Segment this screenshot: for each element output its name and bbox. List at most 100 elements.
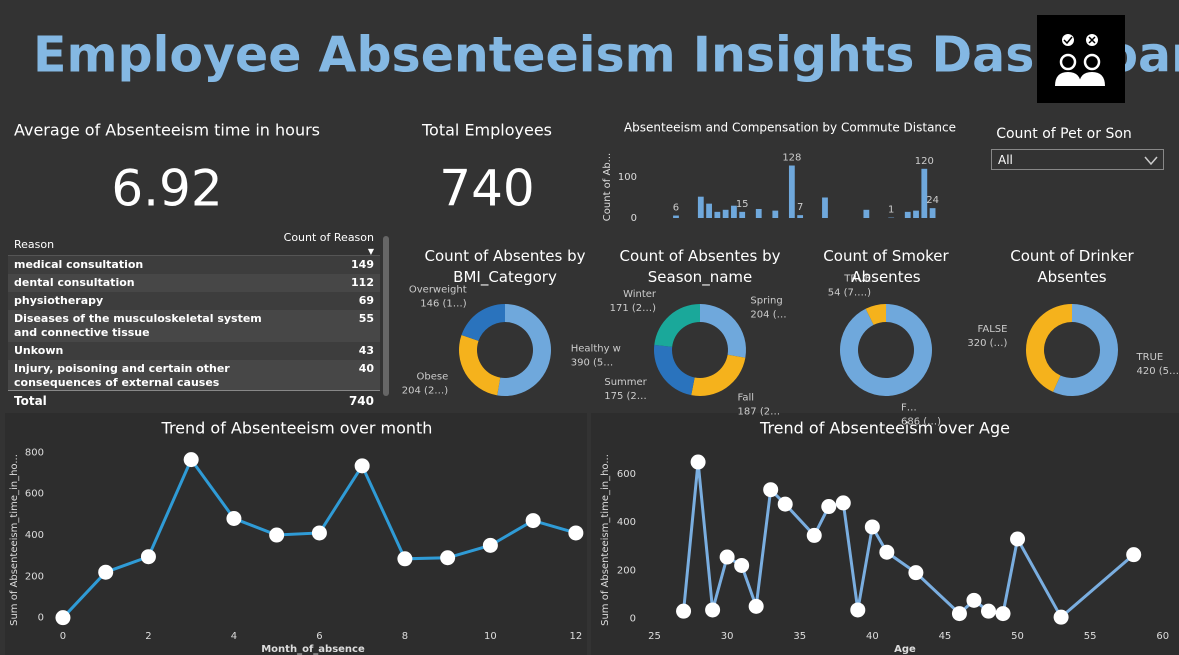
- x-tick-label: 50: [1011, 631, 1024, 642]
- bar: [904, 211, 911, 218]
- donut-slice: [497, 303, 551, 396]
- bar: [722, 209, 729, 218]
- y-tick-label: 0: [630, 613, 636, 624]
- marker: [763, 482, 779, 498]
- slice-category: Spring: [750, 295, 782, 306]
- chart-title: Count of Absentes by BMI_Category: [424, 247, 586, 286]
- x-tick-label: 0: [60, 631, 66, 642]
- marker: [1126, 547, 1142, 563]
- bar: [739, 211, 746, 218]
- panel: [591, 413, 1179, 655]
- chevron: [1144, 156, 1158, 166]
- marker: [183, 452, 199, 468]
- marker: [311, 525, 327, 541]
- slice-label: 390 (5…: [571, 358, 614, 369]
- scrollbar: [383, 236, 389, 396]
- bar: [797, 215, 804, 218]
- cell: 40: [358, 362, 374, 375]
- marker: [995, 606, 1011, 622]
- y-tick-label: 600: [25, 489, 44, 500]
- cell: 55: [358, 312, 374, 325]
- donut-slice: [461, 304, 505, 341]
- table-row: Unkown 43: [8, 342, 380, 360]
- table-row: Diseases of the musculoskeletal system a…: [8, 310, 380, 342]
- bar: [772, 210, 779, 218]
- marker: [806, 527, 822, 543]
- chart-title: Count of Absentes by Season_name: [619, 247, 781, 286]
- slice-label: 320 (…): [967, 338, 1007, 349]
- marker: [748, 598, 764, 614]
- column-header[interactable]: Count of Reason ▼: [283, 231, 374, 256]
- chart-title: Trend of Absenteeism over Age: [759, 419, 1010, 438]
- slicer-label: Count of Pet or Son: [996, 126, 1132, 142]
- slice-category: TRUE: [843, 274, 871, 285]
- cell: medical consultation: [14, 258, 144, 271]
- data-label: 7: [797, 202, 803, 213]
- table-total: Total 740: [8, 390, 380, 411]
- slice-label: 175 (2…: [604, 391, 647, 402]
- table-row: Injury, poisoning and certain other cons…: [8, 360, 380, 390]
- chart-title: Absenteeism and Compensation by Commute …: [624, 121, 956, 135]
- bar: [921, 168, 928, 218]
- cell: Injury, poisoning and certain other cons…: [14, 362, 230, 389]
- marker: [821, 499, 837, 515]
- slice-category: FALSE: [978, 324, 1008, 335]
- marker: [525, 513, 541, 529]
- donut-slice: [700, 303, 746, 358]
- y-tick-label: 0: [38, 613, 44, 624]
- marker: [354, 458, 370, 474]
- marker: [879, 544, 895, 560]
- x-tick-label: 10: [484, 631, 497, 642]
- marker: [676, 603, 692, 619]
- chart-title: Trend of Absenteeism over month: [161, 419, 433, 438]
- cell: 112: [351, 276, 374, 289]
- marker: [482, 537, 498, 553]
- slicer-value: All: [998, 153, 1013, 167]
- data-label: 6: [673, 203, 679, 214]
- y-tick-label: 400: [25, 530, 44, 541]
- column-header-text: Count of Reason: [283, 231, 374, 244]
- x-tick-label: 2: [145, 631, 151, 642]
- donut-slice: [840, 304, 933, 396]
- table-row: dental consultation 112: [8, 274, 380, 292]
- bar: [913, 210, 919, 218]
- cell: dental consultation: [14, 276, 135, 289]
- slice-label: 420 (5…): [1137, 366, 1179, 377]
- data-label: 120: [915, 156, 934, 167]
- x-tick-label: 60: [1156, 631, 1169, 642]
- marker: [850, 602, 866, 618]
- bar: [755, 208, 762, 218]
- data-label: 15: [736, 199, 749, 210]
- bar: [731, 205, 737, 218]
- slice-category: TRUE: [1136, 352, 1164, 363]
- marker: [568, 525, 584, 541]
- x-tick-label: 12: [569, 631, 582, 642]
- x-tick-label: 6: [316, 631, 322, 642]
- bar: [714, 211, 721, 218]
- marker: [835, 495, 851, 511]
- slicer[interactable]: All: [991, 149, 1164, 170]
- icon: [1037, 15, 1125, 103]
- marker: [690, 454, 706, 470]
- table-row: medical consultation 149: [8, 256, 380, 274]
- slice-category: Winter: [623, 289, 657, 300]
- marker: [705, 602, 721, 618]
- bar: [929, 208, 936, 218]
- column-header[interactable]: Reason: [14, 237, 55, 251]
- marker: [980, 603, 996, 619]
- bar: [706, 203, 712, 218]
- bar: [788, 165, 795, 218]
- x-tick-label: 40: [866, 631, 879, 642]
- x-tick-label: 30: [721, 631, 734, 642]
- marker: [908, 565, 924, 581]
- x-tick-label: 45: [939, 631, 952, 642]
- x-tick-label: 35: [793, 631, 806, 642]
- slice-label: 686 (…): [901, 416, 941, 427]
- chart-title: Count of Smoker Absentes: [823, 247, 949, 286]
- y-tick-label: 0: [631, 213, 637, 224]
- marker: [951, 606, 967, 622]
- kpi-value: 6.92: [111, 160, 222, 218]
- y-tick-label: 600: [617, 469, 636, 480]
